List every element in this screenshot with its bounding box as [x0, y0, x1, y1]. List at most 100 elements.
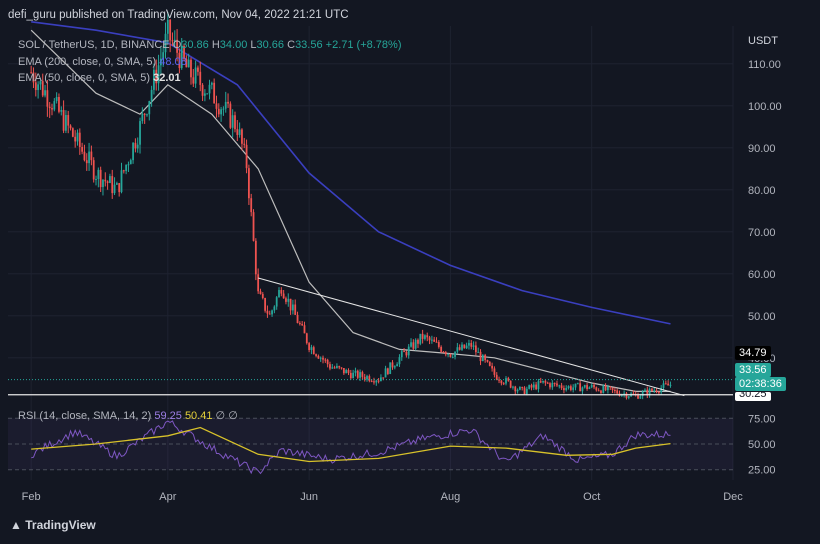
candle-body — [37, 84, 40, 91]
symbol-label[interactable]: SOL / TetherUS, 1D, BINANCE — [18, 39, 170, 51]
candle-body — [303, 325, 306, 334]
candle-body — [625, 393, 628, 398]
candle-body — [180, 45, 183, 69]
candle-body — [414, 339, 417, 349]
candle-body — [301, 324, 304, 326]
candle-body — [583, 385, 586, 388]
candle-body — [604, 385, 607, 391]
candle-body — [118, 183, 121, 193]
candle-body — [282, 293, 285, 299]
candle-body — [574, 383, 577, 388]
candle-body — [572, 387, 575, 390]
candle-body — [556, 383, 558, 386]
rsi-legend[interactable]: RSI (14, close, SMA, 14, 2) 59.25 50.41 … — [18, 409, 238, 422]
candle-body — [296, 314, 299, 324]
candle-body — [113, 184, 116, 194]
candle-body — [551, 382, 554, 388]
candle-body — [166, 19, 169, 34]
candle-body — [148, 101, 151, 115]
candle-body — [227, 101, 229, 104]
candle-body — [81, 146, 84, 152]
candle-body — [206, 93, 209, 95]
y-tick-label: 110.00 — [748, 59, 781, 71]
candle-body — [389, 362, 392, 374]
candle-body — [106, 181, 109, 183]
rsi-sma-line — [31, 426, 671, 463]
candle-body — [53, 101, 56, 110]
candle-body — [458, 347, 461, 350]
ema200-row[interactable]: EMA (200, close, 0, SMA, 5) 48.08 — [18, 54, 402, 71]
candle-body — [417, 339, 419, 344]
candle-body — [454, 351, 456, 357]
candle-body — [627, 396, 630, 398]
candle-body — [447, 353, 449, 355]
candle-body — [567, 386, 570, 389]
candle-body — [208, 84, 211, 94]
candle-body — [498, 379, 500, 381]
candle-body — [576, 383, 579, 385]
candle-body — [386, 368, 389, 374]
candle-body — [512, 386, 514, 388]
brand-footer[interactable]: ▲ TradingView — [10, 518, 96, 532]
candle-body — [67, 115, 70, 126]
candle-body — [623, 393, 626, 395]
candle-body — [143, 113, 146, 115]
candle-body — [586, 385, 588, 389]
rsi-tick-label: 25.00 — [748, 465, 776, 477]
candle-body — [238, 129, 241, 135]
candle-body — [338, 366, 341, 368]
candle-body — [213, 82, 216, 104]
candle-body — [289, 298, 292, 311]
level-price-tag: 34.79 — [735, 346, 771, 360]
change-value: +2.71 (+8.78%) — [325, 39, 402, 51]
candle-body — [549, 383, 551, 388]
candle-body — [104, 179, 107, 182]
candle-body — [217, 108, 220, 115]
candle-body — [484, 355, 487, 361]
rsi-extra-2: ∅ — [228, 410, 238, 422]
candle-body — [519, 386, 521, 390]
candle-body — [326, 359, 329, 365]
candle-body — [178, 52, 181, 69]
candle-body — [185, 58, 188, 68]
candle-body — [412, 342, 415, 349]
candle-body — [224, 101, 227, 109]
trendlines — [8, 277, 733, 397]
candle-body — [150, 89, 153, 102]
candle-body — [322, 357, 324, 360]
candle-body — [664, 383, 667, 385]
candle-body — [400, 351, 403, 358]
candle-body — [419, 333, 422, 344]
candle-body — [58, 97, 60, 112]
candle-body — [461, 344, 463, 350]
candle-body — [428, 337, 431, 341]
candle-body — [261, 294, 264, 299]
candle-body — [505, 378, 507, 384]
last-price-tag: 33.56 — [735, 363, 771, 377]
candle-body — [426, 335, 429, 338]
candle-body — [451, 356, 454, 358]
published-caption: defi_guru published on TradingView.com, … — [8, 9, 349, 21]
candle-body — [273, 306, 276, 311]
candle-body — [278, 290, 280, 298]
candle-body — [646, 389, 649, 396]
candle-body — [651, 388, 653, 391]
candle-body — [55, 97, 58, 102]
candle-body — [241, 129, 243, 144]
candle-body — [546, 382, 549, 384]
candle-body — [259, 291, 262, 295]
candle-body — [222, 108, 225, 110]
candle-body — [210, 82, 213, 85]
candle-body — [271, 310, 273, 315]
candle-body — [403, 351, 405, 353]
candle-body — [660, 387, 663, 393]
ema50-row[interactable]: EMA (50, close, 0, SMA, 5) 32.01 — [18, 70, 402, 87]
candle-body — [317, 355, 320, 359]
candle-body — [470, 343, 473, 347]
candle-body — [463, 344, 466, 349]
candle-body — [581, 387, 584, 392]
candle-body — [120, 170, 123, 193]
candle-body — [553, 382, 556, 384]
ema50-label: EMA (50, close, 0, SMA, 5) — [18, 72, 151, 84]
candle-body — [611, 387, 614, 390]
